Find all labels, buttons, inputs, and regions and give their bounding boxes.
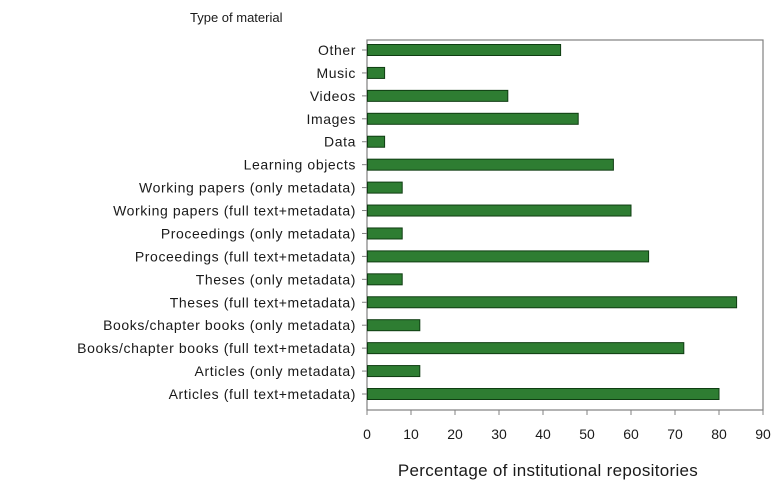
x-axis-title: Percentage of institutional repositories <box>398 461 698 480</box>
bar <box>367 89 509 102</box>
category-label: Articles (full text+metadata) <box>169 386 356 402</box>
category-label: Theses (full text+metadata) <box>170 294 356 310</box>
bar <box>367 365 421 378</box>
bar <box>367 158 614 171</box>
bar <box>367 273 403 286</box>
category-label: Working papers (full text+metadata) <box>113 203 356 219</box>
bar <box>367 250 650 263</box>
plot-frame <box>366 39 764 411</box>
x-tick-label: 30 <box>491 426 507 442</box>
x-axis-ticks: 0 10 20 30 40 50 60 70 80 90 <box>363 410 771 442</box>
category-label: Books/chapter books (only metadata) <box>103 317 356 333</box>
x-tick-label: 20 <box>447 426 463 442</box>
bar <box>367 44 562 56</box>
x-tick-label: 60 <box>623 426 639 442</box>
x-tick-label: 90 <box>755 426 771 442</box>
bar <box>367 319 421 332</box>
category-label: Books/chapter books (full text+metadata) <box>77 340 356 356</box>
category-label: Learning objects <box>244 157 356 173</box>
category-label: Videos <box>310 88 356 104</box>
x-tick-label: 0 <box>363 426 371 442</box>
bar <box>367 112 579 125</box>
bar <box>367 204 632 217</box>
x-tick-label: 70 <box>667 426 683 442</box>
bar <box>367 388 720 400</box>
x-tick-label: 80 <box>711 426 727 442</box>
category-label: Theses (only metadata) <box>196 271 356 287</box>
category-label: Music <box>316 65 356 81</box>
category-label: Proceedings (only metadata) <box>161 225 356 241</box>
x-tick-label: 50 <box>579 426 595 442</box>
category-labels: Other Music Videos Images Data Learning objec… <box>77 42 367 402</box>
bar <box>367 342 685 355</box>
x-tick-label: 40 <box>535 426 551 442</box>
bar <box>367 135 386 148</box>
bars-group <box>367 44 738 400</box>
category-label: Working papers (only metadata) <box>139 180 356 196</box>
bar <box>367 227 403 240</box>
bar <box>367 296 738 309</box>
bar <box>367 66 386 79</box>
category-label: Other <box>318 42 356 58</box>
category-label: Proceedings (full text+metadata) <box>135 248 356 264</box>
x-tick-label: 10 <box>403 426 419 442</box>
y-axis-title: Type of material <box>190 10 283 25</box>
category-label: Images <box>306 111 356 127</box>
bar <box>367 181 403 194</box>
category-label: Data <box>324 134 356 150</box>
category-label: Articles (only metadata) <box>195 363 356 379</box>
